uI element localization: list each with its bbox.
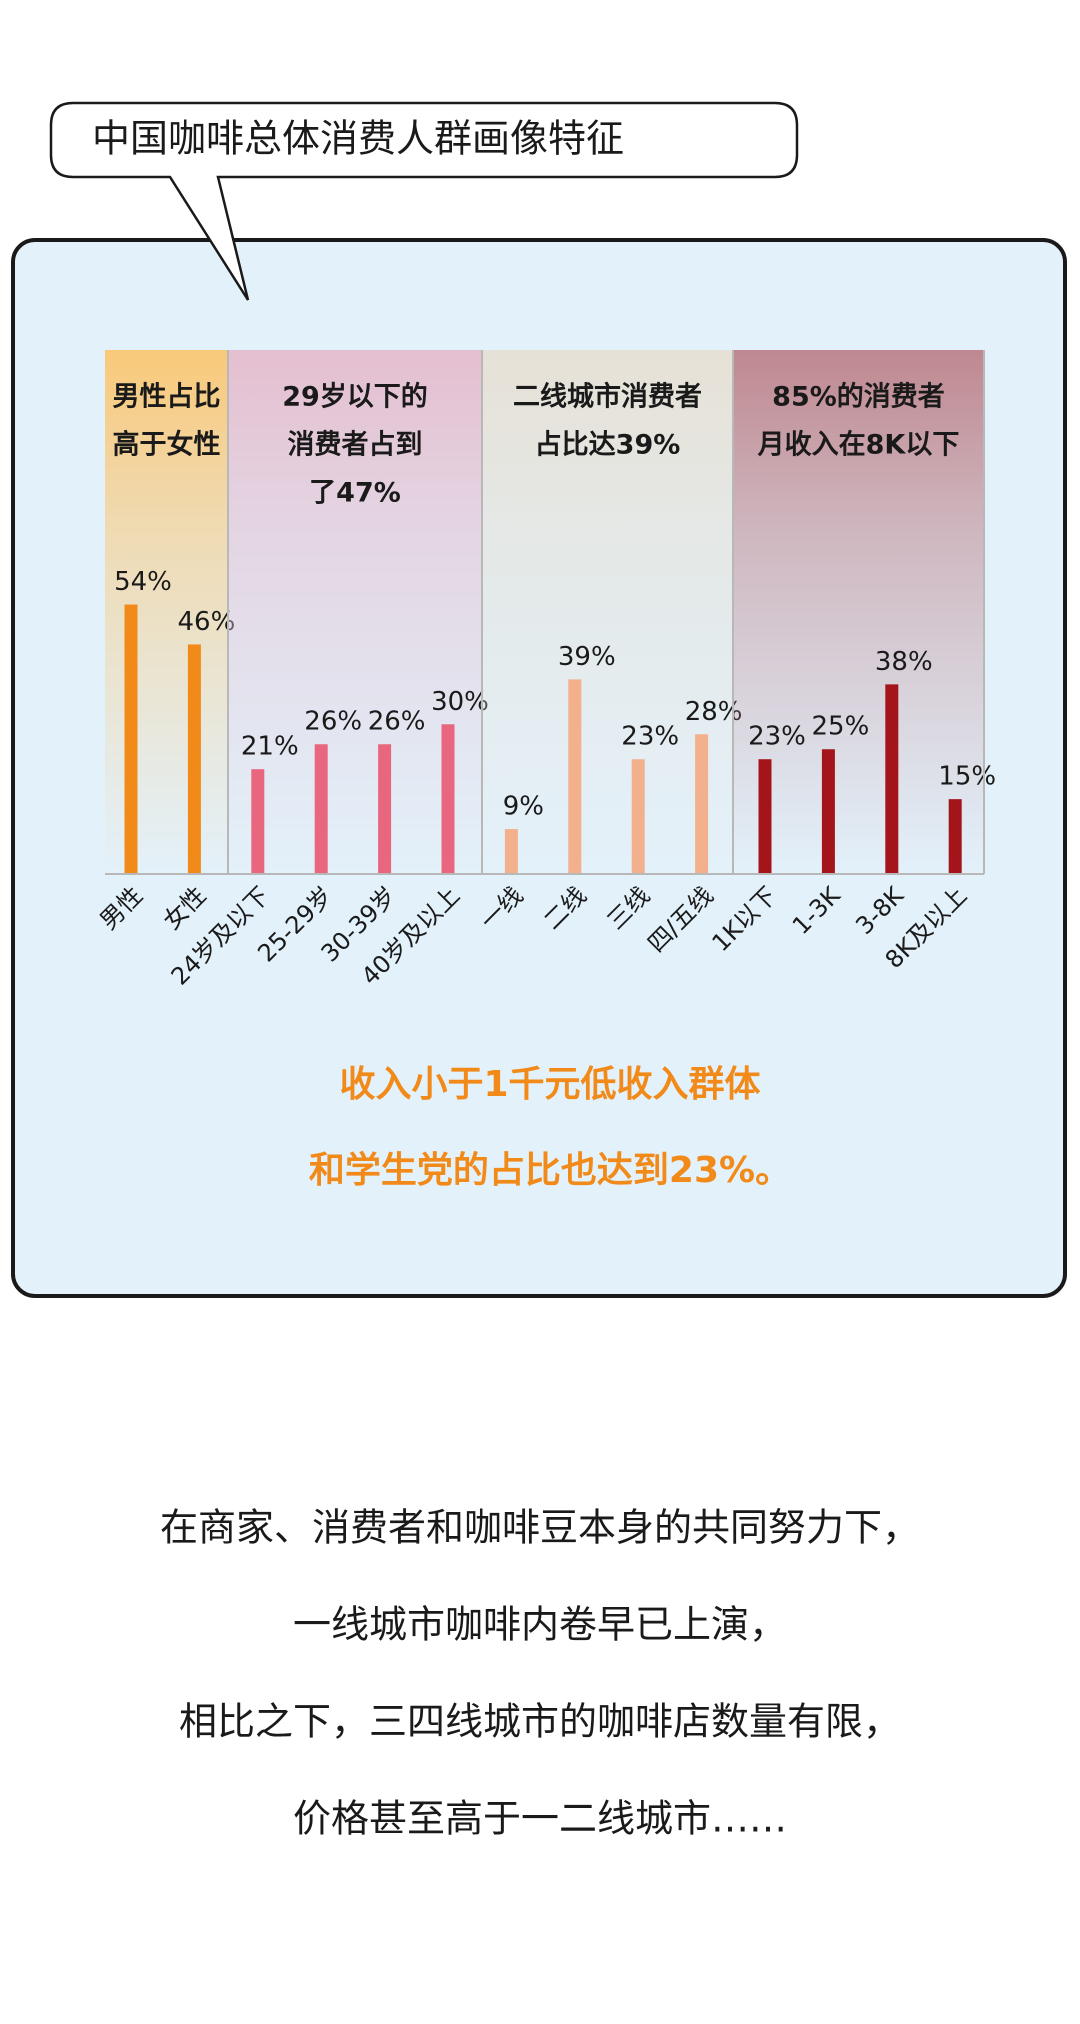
value-label: 38% [875,647,933,677]
value-label: 23% [621,722,679,752]
value-label: 23% [748,722,806,752]
paragraph-line: 相比之下，三四线城市的咖啡店数量有限， [179,1700,901,1744]
bar [885,684,899,874]
bar [314,744,328,874]
paragraph-line: 在商家、消费者和咖啡豆本身的共同努力下， [160,1506,920,1550]
group-annotation: 了47% [309,478,401,509]
group-annotation: 二线城市消费者 [513,381,702,413]
title-bubble [49,101,799,301]
value-label: 21% [241,732,299,762]
bar [251,769,265,874]
chart-title: 中国咖啡总体消费人群画像特征 [92,117,624,161]
bar [631,759,645,874]
value-label: 39% [558,642,616,672]
bar [124,604,138,874]
bar [187,644,201,874]
value-label: 54% [114,567,172,597]
note: 收入小于1千元低收入群体 [339,1064,760,1105]
group-annotation: 月收入在8K以下 [757,430,960,461]
value-label: 26% [304,707,362,737]
value-label: 30% [431,687,489,717]
bar [441,724,455,874]
bar [821,749,835,874]
group-annotation: 高于女性 [113,429,221,461]
paragraph-line: 一线城市咖啡内卷早已上演， [293,1603,787,1647]
value-label: 9% [503,792,544,822]
bar [695,734,709,874]
group-background [482,350,733,874]
value-label: 26% [368,707,426,737]
bar [758,759,772,874]
value-label: 15% [938,762,996,792]
group-annotation: 消费者占到 [288,430,423,461]
bar [568,679,582,874]
group-background [228,350,482,874]
bar [504,829,518,874]
group-annotation: 29岁以下的 [282,381,428,413]
bar [948,799,962,874]
group-annotation: 男性占比 [113,382,221,413]
group-annotation: 85%的消费者 [772,381,945,413]
value-label: 46% [178,607,236,637]
paragraph-line: 价格甚至高于一二线城市…… [293,1797,787,1841]
value-label: 25% [812,712,870,742]
bar [378,744,392,874]
note: 和学生党的占比也达到23%。 [309,1149,791,1191]
group-annotation: 占比达39% [535,430,681,461]
group-background [733,350,984,874]
